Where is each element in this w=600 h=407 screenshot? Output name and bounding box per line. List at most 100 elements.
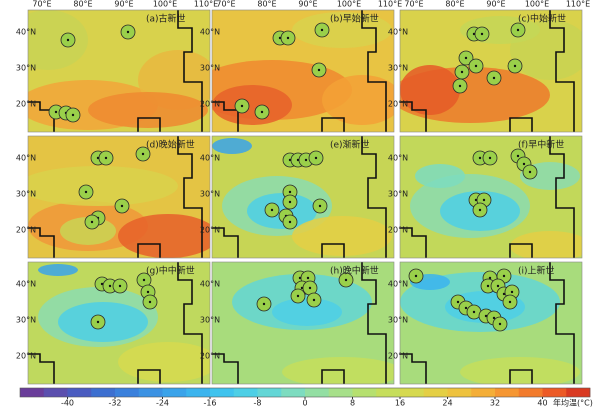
lat-label: 30°N <box>16 64 36 73</box>
site-dot <box>498 322 502 326</box>
site-dot <box>488 276 492 280</box>
lon-label: 90°E <box>114 0 133 9</box>
site-dot <box>312 298 316 302</box>
panel-label: (d)晚始新世 <box>146 139 195 151</box>
site-dot <box>278 36 282 40</box>
colorbar-tick-label: -40 <box>61 399 74 407</box>
site-dot <box>120 204 124 208</box>
colorbar-tick-label: -8 <box>254 399 262 407</box>
site-dot <box>472 310 476 314</box>
temperature-region <box>282 357 394 384</box>
colorbar-tick-label: 24 <box>442 399 452 407</box>
coastline <box>400 10 575 132</box>
site-dot <box>480 32 484 36</box>
site-dot <box>286 36 290 40</box>
site-dot <box>484 314 488 318</box>
lat-label: 20°N <box>16 226 36 235</box>
panel-frame <box>211 9 395 133</box>
panel-label: (b)早始新世 <box>330 13 379 25</box>
site-dot <box>510 290 514 294</box>
panel-label: (f)早中新世 <box>518 139 564 151</box>
lon-label: 100°E <box>337 0 361 9</box>
temperature-region <box>460 357 580 384</box>
colorbar-segment <box>186 388 211 397</box>
lat-label: 20°N <box>16 352 36 361</box>
site-dot <box>304 158 308 162</box>
lat-label: 20°N <box>388 226 408 235</box>
site-dot <box>456 300 460 304</box>
site-dot <box>240 104 244 108</box>
site-dot <box>464 56 468 60</box>
lon-label: 110°E <box>566 0 590 9</box>
coastline <box>212 10 387 132</box>
lon-label: 100°E <box>153 0 177 9</box>
colorbar-segment <box>352 388 377 397</box>
map-panel <box>400 10 582 132</box>
panel-frame <box>211 135 395 259</box>
site-dot <box>141 152 145 156</box>
colorbar-unit: 年均温(°C) <box>553 398 593 407</box>
lat-label: 20°N <box>200 100 220 109</box>
site-dot <box>486 284 490 288</box>
site-dot <box>71 113 75 117</box>
lon-label: 110°E <box>194 0 218 9</box>
lat-label: 40°N <box>16 280 36 289</box>
site-dot <box>84 190 88 194</box>
site-dot <box>300 286 304 290</box>
panel-label: (e)渐新世 <box>330 139 370 151</box>
coastline <box>28 136 203 258</box>
site-dot <box>496 284 500 288</box>
site-dot <box>478 208 482 212</box>
panel-frame <box>399 261 583 385</box>
site-dot <box>296 158 300 162</box>
colorbar-segment <box>566 388 591 397</box>
site-dot <box>146 290 150 294</box>
lon-label: 90°E <box>298 0 317 9</box>
site-dot <box>270 208 274 212</box>
colorbar-segment <box>91 388 116 397</box>
lat-label: 20°N <box>16 100 36 109</box>
panel-label: (c)中始新世 <box>518 13 566 25</box>
colorbar-tick-label: -16 <box>203 399 216 407</box>
colorbar-segment <box>162 388 187 397</box>
panel-frame <box>211 261 395 385</box>
site-dot <box>464 306 468 310</box>
temperature-region <box>118 342 210 382</box>
colorbar-segment <box>257 388 282 397</box>
site-dot <box>288 158 292 162</box>
colorbar-tick-label: 32 <box>490 399 500 407</box>
site-dot <box>262 302 266 306</box>
colorbar-tick-label: 16 <box>395 399 405 407</box>
temperature-region <box>28 10 88 70</box>
colorbar-segment <box>400 388 425 397</box>
site-dot <box>458 84 462 88</box>
coastline <box>400 136 575 258</box>
site-dot <box>474 198 478 202</box>
site-dot <box>66 38 70 42</box>
temperature-region <box>322 75 394 125</box>
site-dot <box>502 274 506 278</box>
site-dot <box>104 156 108 160</box>
site-dot <box>318 204 322 208</box>
lat-label: 20°N <box>388 352 408 361</box>
coastline <box>28 262 203 384</box>
lat-label: 20°N <box>200 226 220 235</box>
lat-label: 40°N <box>200 28 220 37</box>
map-panel <box>212 10 394 132</box>
site-dot <box>118 284 122 288</box>
colorbar-segment <box>447 388 472 397</box>
lat-label: 30°N <box>200 190 220 199</box>
colorbar-segment <box>67 388 92 397</box>
panel-frame <box>27 261 211 385</box>
colorbar-tick-label: 8 <box>350 399 355 407</box>
site-dot <box>100 282 104 286</box>
map-panel <box>212 262 394 384</box>
site-dot <box>474 64 478 68</box>
site-dot <box>492 76 496 80</box>
lon-label: 90°E <box>486 0 505 9</box>
colorbar-segment <box>210 388 235 397</box>
lat-label: 30°N <box>388 64 408 73</box>
site-dot <box>528 170 532 174</box>
site-dot <box>344 278 348 282</box>
lon-label: 80°E <box>73 0 92 9</box>
